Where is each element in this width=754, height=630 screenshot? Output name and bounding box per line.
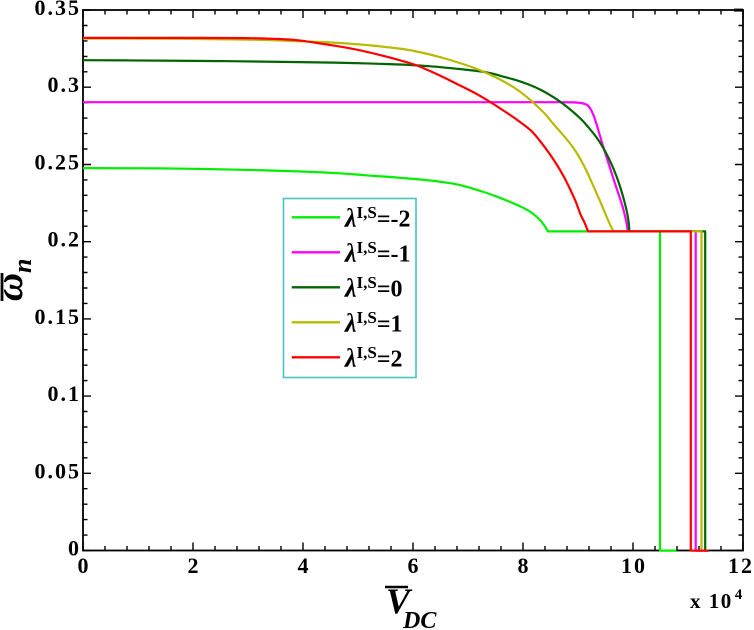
svg-text:λI,S=0: λI,S=0	[344, 273, 403, 303]
svg-text:8: 8	[518, 553, 531, 578]
svg-text:0.1: 0.1	[48, 381, 82, 406]
svg-text:λI,S=2: λI,S=2	[344, 343, 403, 373]
svg-text:4: 4	[298, 553, 311, 578]
svg-text:0.15: 0.15	[35, 304, 82, 329]
svg-text:λI,S=-1: λI,S=-1	[344, 238, 411, 268]
svg-text:0: 0	[68, 536, 81, 561]
svg-text:λI,S=-2: λI,S=-2	[344, 203, 411, 233]
svg-text:0.05: 0.05	[35, 458, 82, 483]
svg-text:0.2: 0.2	[48, 227, 82, 252]
svg-text:12: 12	[728, 553, 754, 578]
svg-text:DC: DC	[402, 608, 437, 630]
svg-text:0.25: 0.25	[35, 149, 82, 174]
svg-text:0.35: 0.35	[35, 0, 82, 20]
svg-text:10: 10	[621, 553, 647, 578]
svg-text:0.3: 0.3	[48, 72, 82, 97]
svg-text:2: 2	[188, 553, 201, 578]
svg-text:ω: ω	[0, 273, 31, 301]
svg-text:6: 6	[408, 553, 421, 578]
svg-text:λI,S=1: λI,S=1	[344, 308, 403, 338]
svg-text:n: n	[8, 259, 37, 273]
svg-text:0: 0	[78, 553, 91, 578]
